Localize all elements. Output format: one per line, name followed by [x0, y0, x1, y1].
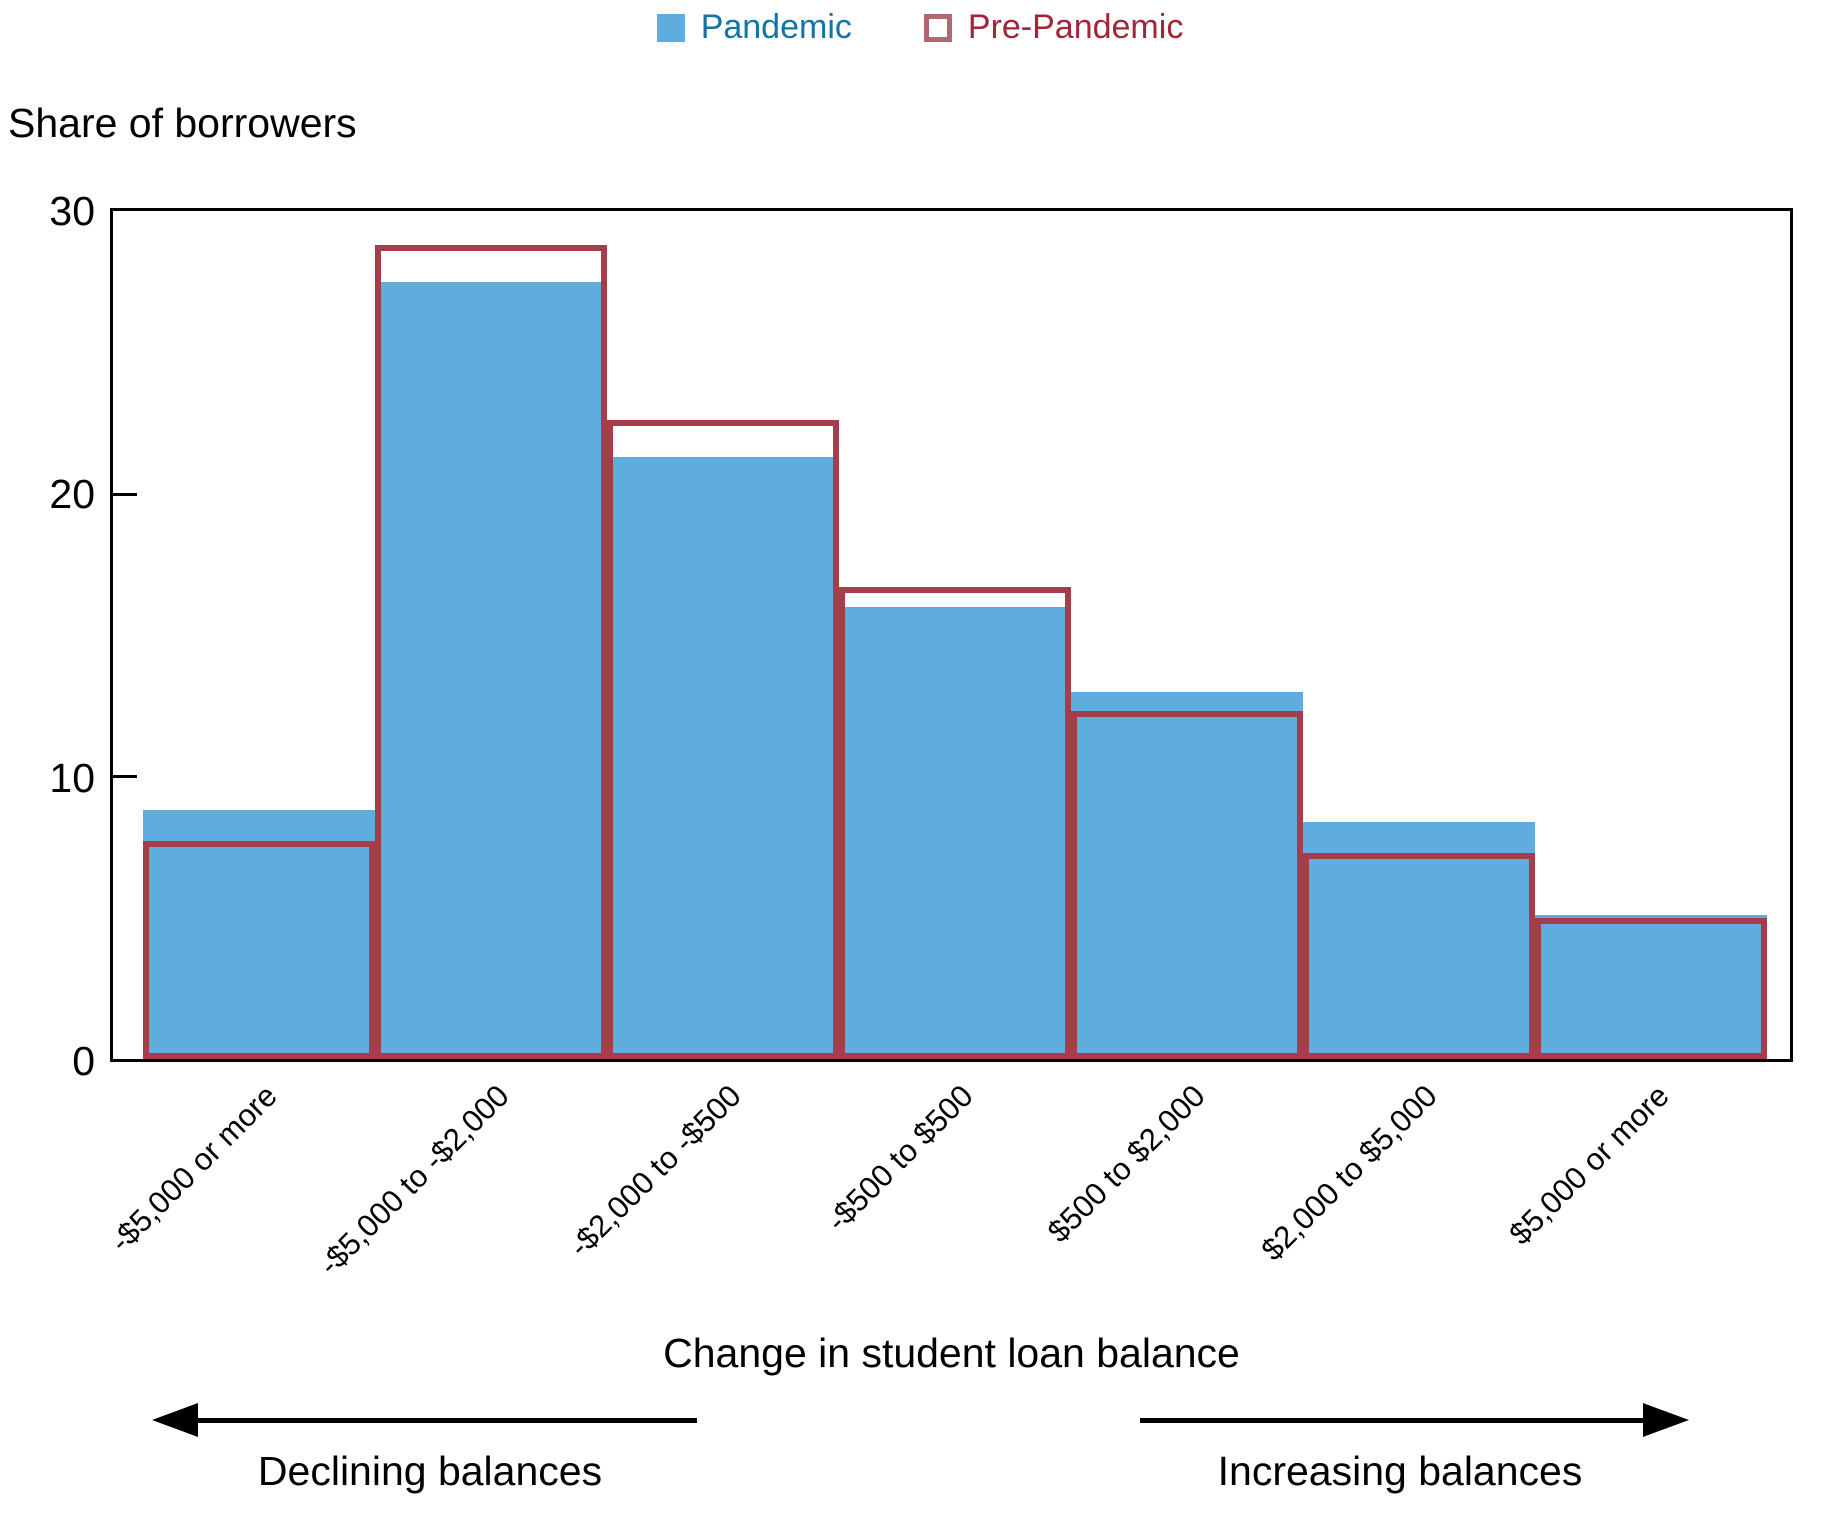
y-tick-label-30: 30	[49, 188, 95, 234]
x-category-label-3: -$500 to $500	[819, 1078, 980, 1239]
declining-arrow-head-icon	[152, 1403, 198, 1437]
prepandemic-outline-bar-4	[1071, 711, 1303, 1059]
legend-item-prepandemic: Pre-Pandemic	[923, 8, 1184, 47]
y-axis-title: Share of borrowers	[8, 100, 357, 146]
pandemic-bar-6	[1535, 915, 1767, 1059]
x-axis-title: Change in student loan balance	[663, 1330, 1240, 1376]
increasing-arrow-head-icon	[1643, 1403, 1689, 1437]
pandemic-bar-2	[607, 457, 839, 1059]
x-category-label-0: -$5,000 or more	[103, 1078, 284, 1259]
x-category-label-4: $500 to $2,000	[1040, 1078, 1212, 1250]
legend-label-prepandemic: Pre-Pandemic	[967, 8, 1184, 46]
x-category-label-1: -$5,000 to -$2,000	[311, 1078, 516, 1282]
pandemic-bar-0	[143, 810, 375, 1059]
prepandemic-outline-bar-3	[839, 587, 1071, 1059]
bars-container	[113, 211, 1790, 1059]
pandemic-bar-1	[375, 282, 607, 1059]
pandemic-bar-5	[1303, 822, 1535, 1059]
prepandemic-outline-bar-1	[375, 245, 607, 1059]
prepandemic-outline-bar-6	[1535, 918, 1767, 1059]
y-tick-label-0: 0	[72, 1038, 95, 1084]
y-tick-label-20: 20	[49, 471, 95, 517]
y-tick-20	[113, 493, 137, 496]
prepandemic-outline-bar-5	[1303, 853, 1535, 1059]
prepandemic-outline-bar-2	[607, 420, 839, 1059]
increasing-balances-label: Increasing balances	[1217, 1448, 1583, 1494]
declining-balances-label: Declining balances	[257, 1448, 603, 1494]
plot-area	[110, 208, 1793, 1062]
y-tick-10	[113, 775, 137, 778]
pandemic-bar-4	[1071, 692, 1303, 1059]
x-category-label-2: -$2,000 to -$500	[562, 1078, 748, 1264]
prepandemic-outline-bar-0	[143, 841, 375, 1059]
pandemic-swatch-icon	[656, 13, 685, 42]
legend-item-pandemic: Pandemic	[656, 8, 852, 47]
legend: Pandemic Pre-Pandemic	[0, 8, 1840, 47]
increasing-arrow-line	[1140, 1418, 1645, 1423]
x-category-label-6: $5,000 or more	[1502, 1078, 1676, 1252]
y-tick-label-10: 10	[49, 755, 95, 801]
x-category-label-5: $2,000 to $5,000	[1254, 1078, 1444, 1268]
declining-arrow-line	[192, 1418, 697, 1423]
pandemic-bar-3	[839, 607, 1071, 1059]
prepandemic-swatch-icon	[923, 13, 952, 42]
legend-label-pandemic: Pandemic	[700, 8, 852, 46]
